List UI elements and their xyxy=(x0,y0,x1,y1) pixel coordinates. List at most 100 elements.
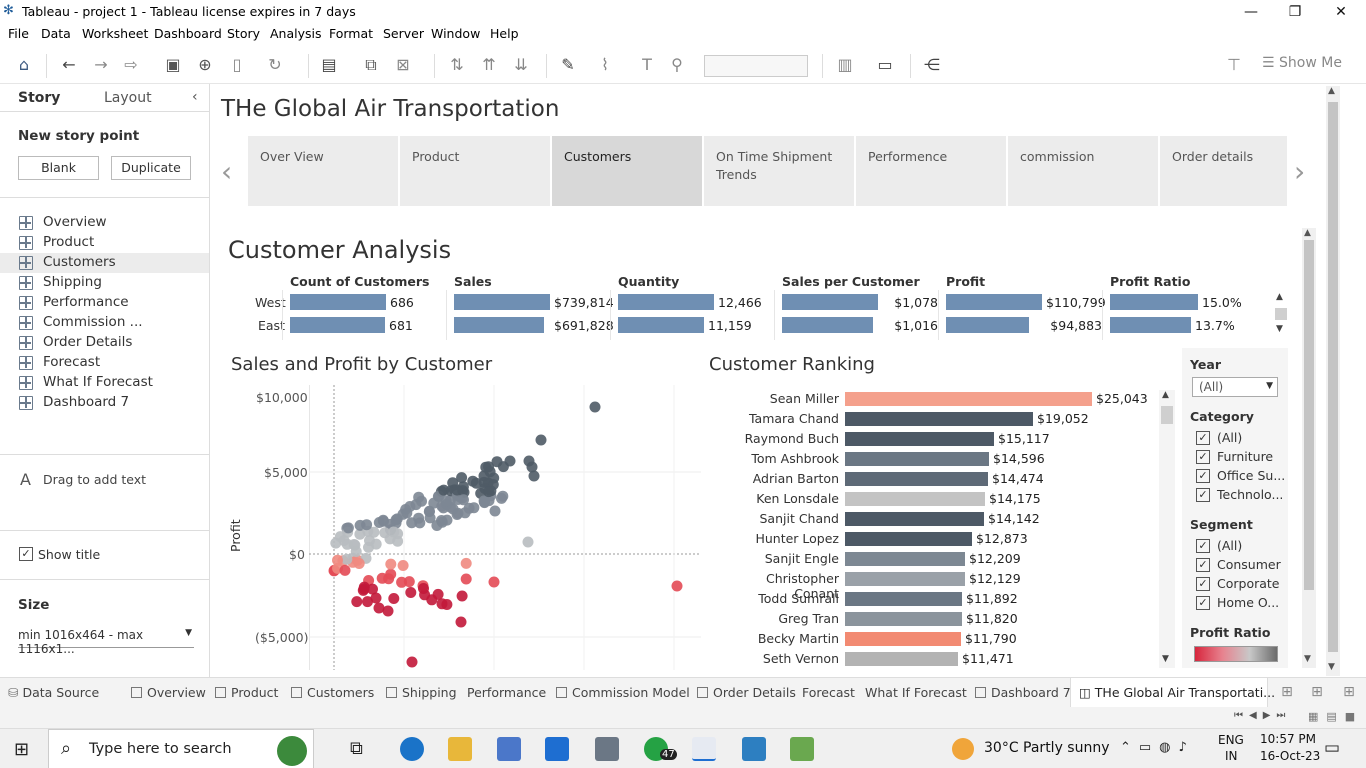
ranking-bar[interactable] xyxy=(845,432,994,446)
scatter-point[interactable] xyxy=(367,583,378,595)
scatter-point[interactable] xyxy=(460,573,472,585)
scatter-point[interactable] xyxy=(451,509,463,520)
menu-worksheet[interactable]: Worksheet xyxy=(82,26,149,41)
tab-customers[interactable]: Customers xyxy=(291,685,374,700)
ranking-bar[interactable] xyxy=(845,492,985,506)
scatter-plot[interactable] xyxy=(309,385,701,670)
undo-icon[interactable]: ← xyxy=(62,55,76,74)
ranking-bar[interactable] xyxy=(845,632,961,646)
scatter-point[interactable] xyxy=(370,592,382,604)
mail-icon[interactable] xyxy=(545,737,569,761)
edge-icon[interactable] xyxy=(400,737,424,761)
scatter-point[interactable] xyxy=(488,576,500,588)
scatter-point[interactable] xyxy=(418,583,429,594)
scatter-point[interactable] xyxy=(455,616,467,628)
sort-ascending-icon[interactable]: ⇈ xyxy=(482,55,496,74)
story-caption-order-details[interactable]: Order details xyxy=(1160,136,1287,206)
close-button[interactable]: ✕ xyxy=(1335,4,1347,20)
scatter-point[interactable] xyxy=(358,583,370,595)
refresh-icon[interactable]: ↻ xyxy=(268,55,282,74)
scatter-points[interactable] xyxy=(328,401,683,668)
scatter-point[interactable] xyxy=(441,599,453,610)
ranking-bar[interactable] xyxy=(845,472,988,486)
story-caption-product[interactable]: Product xyxy=(400,136,550,206)
tab-shipping[interactable]: Shipping xyxy=(386,685,457,700)
kpi-bar[interactable] xyxy=(946,317,1029,333)
scatter-point[interactable] xyxy=(385,568,397,580)
kpi-bar[interactable] xyxy=(454,317,544,333)
scroll-up-icon[interactable]: ▲ xyxy=(1328,86,1335,96)
profit-ratio-color-legend[interactable] xyxy=(1194,646,1278,662)
scatter-point[interactable] xyxy=(424,505,435,517)
scatter-point[interactable] xyxy=(431,520,443,531)
show-me-button[interactable]: ☰ Show Me xyxy=(1262,55,1342,71)
scatter-point[interactable] xyxy=(373,602,385,614)
pin-icon[interactable]: ⚲ xyxy=(671,55,683,74)
menu-data[interactable]: Data xyxy=(41,26,71,41)
new-story-tab-icon[interactable]: ⊞ xyxy=(1343,684,1355,700)
scatter-point[interactable] xyxy=(342,522,354,534)
year-filter-dropdown[interactable]: (All) ▼ xyxy=(1192,377,1278,397)
scatter-point[interactable] xyxy=(491,456,503,468)
kpi-scrollbar[interactable]: ▲ ▼ xyxy=(1274,292,1288,338)
tab-forecast[interactable]: Forecast xyxy=(802,685,855,700)
presentation-mode-icon[interactable]: ▭ xyxy=(877,55,893,74)
kpi-bar[interactable] xyxy=(618,317,704,333)
ranking-bar[interactable] xyxy=(845,552,965,566)
tab-commission-model[interactable]: Commission Model xyxy=(556,685,690,700)
scatter-point[interactable] xyxy=(404,501,416,512)
scatter-point[interactable] xyxy=(339,564,351,576)
story-caption-performence[interactable]: Performence xyxy=(856,136,1006,206)
menu-help[interactable]: Help xyxy=(490,26,519,41)
minimize-button[interactable]: — xyxy=(1244,4,1258,20)
show-title-checkbox[interactable]: ✓ xyxy=(19,547,33,561)
scatter-point[interactable] xyxy=(332,554,343,566)
scatter-point[interactable] xyxy=(478,495,490,507)
language-indicator[interactable]: ENG xyxy=(1218,733,1244,747)
scatter-point[interactable] xyxy=(363,541,374,553)
story-item-dashboard-7[interactable]: Dashboard 7 xyxy=(0,393,209,413)
tab-active-story[interactable]: ◫ THe Global Air Transportati... xyxy=(1070,678,1275,708)
kpi-bar[interactable] xyxy=(290,294,386,310)
scatter-point[interactable] xyxy=(385,558,397,570)
scatter-point[interactable] xyxy=(413,512,425,524)
tab-overview[interactable]: Overview xyxy=(131,685,206,700)
scatter-point[interactable] xyxy=(438,484,450,496)
scatter-point[interactable] xyxy=(350,546,362,557)
scatter-point[interactable] xyxy=(397,560,409,571)
menu-window[interactable]: Window xyxy=(431,26,481,41)
scroll-up-icon[interactable]: ▲ xyxy=(1304,228,1311,238)
tableau-taskbar-icon[interactable] xyxy=(692,737,716,761)
ranking-scrollbar[interactable]: ▲ ▼ xyxy=(1159,390,1175,668)
tab-order-details[interactable]: Order Details xyxy=(697,685,796,700)
weather-text[interactable]: 30°C Partly sunny xyxy=(984,740,1110,756)
next-story-point-icon[interactable]: › xyxy=(1294,155,1306,188)
scatter-point[interactable] xyxy=(451,484,463,496)
scatter-point[interactable] xyxy=(484,466,496,478)
new-dashboard-tab-icon[interactable]: ⊞ xyxy=(1311,684,1323,700)
fit-dropdown[interactable] xyxy=(704,55,808,77)
blank-button[interactable]: Blank xyxy=(18,156,99,180)
scatter-point[interactable] xyxy=(458,494,469,506)
gallery-icon[interactable] xyxy=(790,737,814,761)
scatter-point[interactable] xyxy=(526,461,538,473)
story-caption-customers[interactable]: Customers xyxy=(552,136,702,206)
new-worksheet-tab-icon[interactable]: ⊞ xyxy=(1281,684,1293,700)
ranking-bar[interactable] xyxy=(845,392,1092,406)
notifications-icon[interactable]: ▭ xyxy=(1324,738,1341,758)
camera-icon[interactable] xyxy=(595,737,619,761)
ranking-bar[interactable] xyxy=(845,572,965,586)
scatter-point[interactable] xyxy=(489,505,501,517)
replay-icon[interactable]: ⇨ xyxy=(124,55,138,74)
kpi-bar[interactable] xyxy=(1110,317,1191,333)
pause-updates-icon[interactable]: ▯ xyxy=(232,55,242,74)
tab-performance[interactable]: Performance xyxy=(467,685,547,700)
story-item-product[interactable]: Product xyxy=(0,233,209,253)
save-icon[interactable]: ▣ xyxy=(165,55,181,74)
ranking-bar[interactable] xyxy=(845,512,984,526)
scatter-point[interactable] xyxy=(456,590,468,602)
sort-descending-icon[interactable]: ⇊ xyxy=(514,55,528,74)
tab-story[interactable]: Story xyxy=(18,90,61,106)
tab-nav-icons[interactable]: ⏮◀▶⏭ xyxy=(1234,710,1292,721)
system-tray-icons[interactable]: ⌃▭◍♪ xyxy=(1120,740,1195,755)
